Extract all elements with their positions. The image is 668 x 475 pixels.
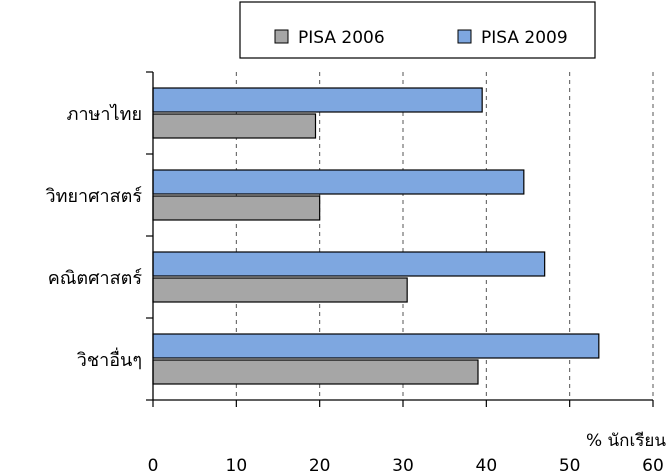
legend: PISA 2006 PISA 2009 [239,1,596,59]
x-tick-label: 20 [309,456,331,475]
legend-swatch-pisa-2009 [457,29,472,44]
bar-pisa-2006 [152,195,321,221]
x-tick-label: 50 [559,456,581,475]
x-tick-label: 30 [392,456,414,475]
legend-label-pisa-2009: PISA 2009 [481,28,568,48]
bar-pisa-2006 [152,113,317,139]
legend-label-pisa-2006: PISA 2006 [298,28,385,48]
bar-pisa-2009 [152,87,483,113]
legend-box [239,1,596,59]
x-tick-label: 10 [226,456,248,475]
bar-pisa-2009 [152,333,600,359]
category-label: วิทยาศาสตร์ [45,186,142,207]
bars [152,87,600,385]
bar-pisa-2009 [152,251,546,277]
category-label: วิชาอื่นๆ [77,347,142,371]
x-tick-label: 60 [642,456,664,475]
bar-pisa-2009 [152,169,525,195]
legend-swatch-pisa-2006 [274,29,289,44]
x-axis-title: % นักเรียน [586,431,666,451]
x-tick-label: 0 [148,456,159,475]
category-label: คณิตศาสตร์ [48,268,143,289]
x-ticks: 0 10 20 30 40 50 60 [148,400,664,475]
category-label: ภาษาไทย [67,103,142,125]
x-tick-label: 40 [476,456,498,475]
bar-pisa-2006 [152,359,479,385]
bar-pisa-2006 [152,277,408,303]
